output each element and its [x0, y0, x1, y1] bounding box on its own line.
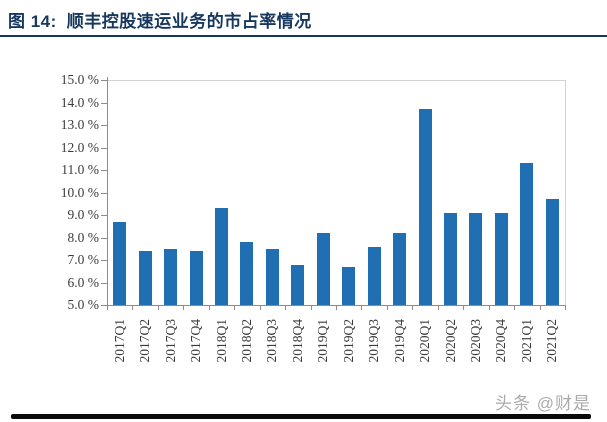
- y-axis-tick-label: 13.0 %: [60, 117, 99, 132]
- y-tick-mark: [101, 170, 107, 171]
- x-axis-category-label: 2017Q2: [137, 319, 153, 363]
- bar-2020Q1: [418, 109, 432, 305]
- x-tick-mark: [488, 306, 490, 310]
- x-tick-mark: [310, 306, 312, 310]
- bar-2017Q2: [138, 251, 152, 305]
- bar-2019Q2: [342, 266, 356, 305]
- x-tick-mark: [361, 306, 363, 310]
- y-axis-line: [107, 77, 108, 309]
- y-axis-tick-label: 7.0 %: [67, 252, 100, 267]
- x-axis-category-label: 2018Q2: [238, 319, 254, 363]
- y-tick-mark: [101, 237, 107, 239]
- x-axis-category-label: 2020Q2: [442, 319, 458, 363]
- title-divider: [0, 35, 607, 37]
- watermark-text: 头条 @财是: [495, 394, 591, 413]
- x-tick-mark: [565, 306, 566, 310]
- x-tick-mark: [463, 306, 465, 310]
- bar-2021Q2: [545, 199, 559, 305]
- x-axis-category-label: 2019Q4: [391, 319, 407, 363]
- bar-2019Q4: [393, 233, 407, 305]
- y-tick-mark: [101, 147, 107, 149]
- bar-2020Q3: [469, 212, 483, 305]
- x-axis-category-label: 2021Q2: [544, 319, 560, 363]
- x-axis-category-label: 2017Q4: [188, 319, 204, 363]
- y-axis-tick-label: 10.0 %: [60, 184, 99, 200]
- y-axis-tick-label: 12.0 %: [60, 139, 99, 155]
- x-axis-category-label: 2019Q1: [315, 319, 331, 363]
- figure-name: 顺丰控股速运业务的市占率情况: [66, 12, 312, 31]
- figure-title: 图 14: 顺丰控股速运业务的市占率情况: [8, 7, 312, 32]
- y-tick-mark: [101, 260, 107, 261]
- x-tick-mark: [107, 306, 108, 310]
- y-tick-mark: [101, 80, 107, 81]
- x-axis-category-label: 2019Q2: [340, 319, 356, 363]
- x-axis-line: [107, 305, 566, 306]
- bar-2017Q3: [164, 248, 178, 305]
- y-tick-mark: [101, 305, 107, 306]
- bar-2020Q2: [444, 212, 457, 305]
- x-tick-mark: [514, 306, 516, 310]
- y-tick-mark: [101, 192, 107, 194]
- y-axis-tick-label: 5.0 %: [67, 297, 100, 312]
- x-axis-category-label: 2018Q1: [213, 319, 229, 363]
- y-tick-mark: [101, 282, 107, 284]
- y-tick-mark: [101, 125, 107, 126]
- x-axis-category-label: 2017Q3: [162, 319, 178, 363]
- y-axis-tick-label: 11.0 %: [61, 162, 99, 177]
- bottom-divider: [11, 414, 591, 419]
- y-axis-tick-label: 8.0 %: [67, 229, 100, 245]
- x-tick-mark: [259, 306, 261, 310]
- x-tick-mark: [336, 306, 337, 310]
- bar-2019Q1: [316, 233, 330, 305]
- x-tick-mark: [208, 306, 210, 310]
- bar-2018Q2: [240, 242, 254, 305]
- x-axis-category-label: 2018Q4: [289, 319, 305, 363]
- bar-2017Q4: [189, 251, 203, 305]
- bar-2018Q4: [291, 264, 305, 305]
- x-axis-category-label: 2018Q3: [264, 319, 280, 363]
- bar-2020Q4: [494, 212, 508, 305]
- x-axis-category-label: 2020Q4: [493, 319, 509, 363]
- x-tick-mark: [437, 306, 439, 310]
- y-axis-tick-label: 9.0 %: [67, 207, 100, 222]
- x-tick-mark: [234, 306, 236, 310]
- x-axis-category-label: 2019Q3: [366, 319, 382, 363]
- figure-number: 图 14:: [8, 12, 57, 31]
- x-axis-category-label: 2020Q3: [467, 319, 483, 363]
- bar-2021Q1: [520, 163, 534, 305]
- x-axis-category-label: 2021Q1: [518, 319, 534, 363]
- y-axis-tick-label: 14.0 %: [60, 94, 99, 110]
- plot-border-right: [565, 80, 566, 305]
- x-axis-category-label: 2020Q1: [417, 319, 433, 363]
- x-tick-mark: [539, 306, 541, 310]
- x-tick-mark: [183, 306, 185, 310]
- x-axis-category-label: 2017Q1: [111, 319, 127, 363]
- y-tick-mark: [101, 102, 107, 104]
- bar-2019Q3: [367, 246, 381, 305]
- plot-border-top: [107, 80, 565, 81]
- y-tick-mark: [101, 215, 107, 216]
- x-tick-mark: [132, 306, 134, 310]
- x-tick-mark: [285, 306, 287, 310]
- y-axis-tick-label: 6.0 %: [67, 274, 100, 290]
- y-axis-tick-label: 15.0 %: [60, 72, 99, 87]
- x-tick-mark: [386, 306, 388, 310]
- bar-2017Q1: [113, 221, 127, 305]
- bar-2018Q1: [215, 208, 228, 305]
- bar-2018Q3: [265, 248, 279, 305]
- x-tick-mark: [412, 306, 414, 310]
- x-tick-mark: [157, 306, 159, 310]
